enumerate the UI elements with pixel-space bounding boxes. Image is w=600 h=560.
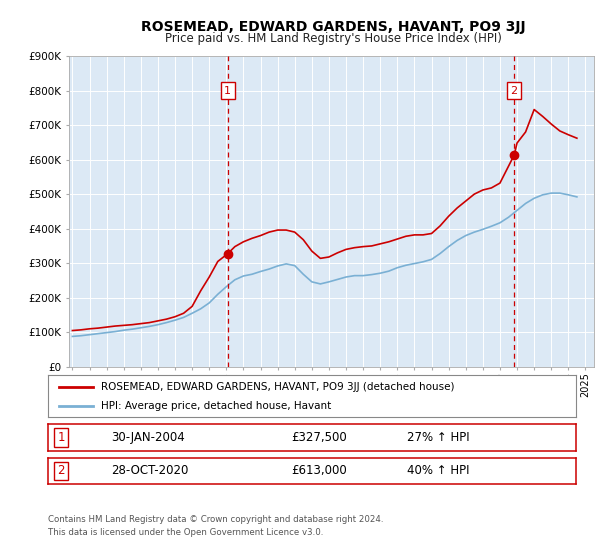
Text: 2: 2 [511,86,518,96]
Text: 2: 2 [58,464,65,478]
Text: Price paid vs. HM Land Registry's House Price Index (HPI): Price paid vs. HM Land Registry's House … [164,32,502,45]
Text: £613,000: £613,000 [291,464,347,478]
Text: 1: 1 [58,431,65,444]
Text: Contains HM Land Registry data © Crown copyright and database right 2024.: Contains HM Land Registry data © Crown c… [48,515,383,524]
Text: £327,500: £327,500 [291,431,347,444]
Text: 28-OCT-2020: 28-OCT-2020 [112,464,189,478]
Text: 40% ↑ HPI: 40% ↑ HPI [407,464,470,478]
Text: 1: 1 [224,86,231,96]
Text: ROSEMEAD, EDWARD GARDENS, HAVANT, PO9 3JJ (detached house): ROSEMEAD, EDWARD GARDENS, HAVANT, PO9 3J… [101,381,454,391]
Text: 27% ↑ HPI: 27% ↑ HPI [407,431,470,444]
Text: 30-JAN-2004: 30-JAN-2004 [112,431,185,444]
Text: ROSEMEAD, EDWARD GARDENS, HAVANT, PO9 3JJ: ROSEMEAD, EDWARD GARDENS, HAVANT, PO9 3J… [140,20,526,34]
Text: HPI: Average price, detached house, Havant: HPI: Average price, detached house, Hava… [101,401,331,411]
Text: This data is licensed under the Open Government Licence v3.0.: This data is licensed under the Open Gov… [48,528,323,536]
